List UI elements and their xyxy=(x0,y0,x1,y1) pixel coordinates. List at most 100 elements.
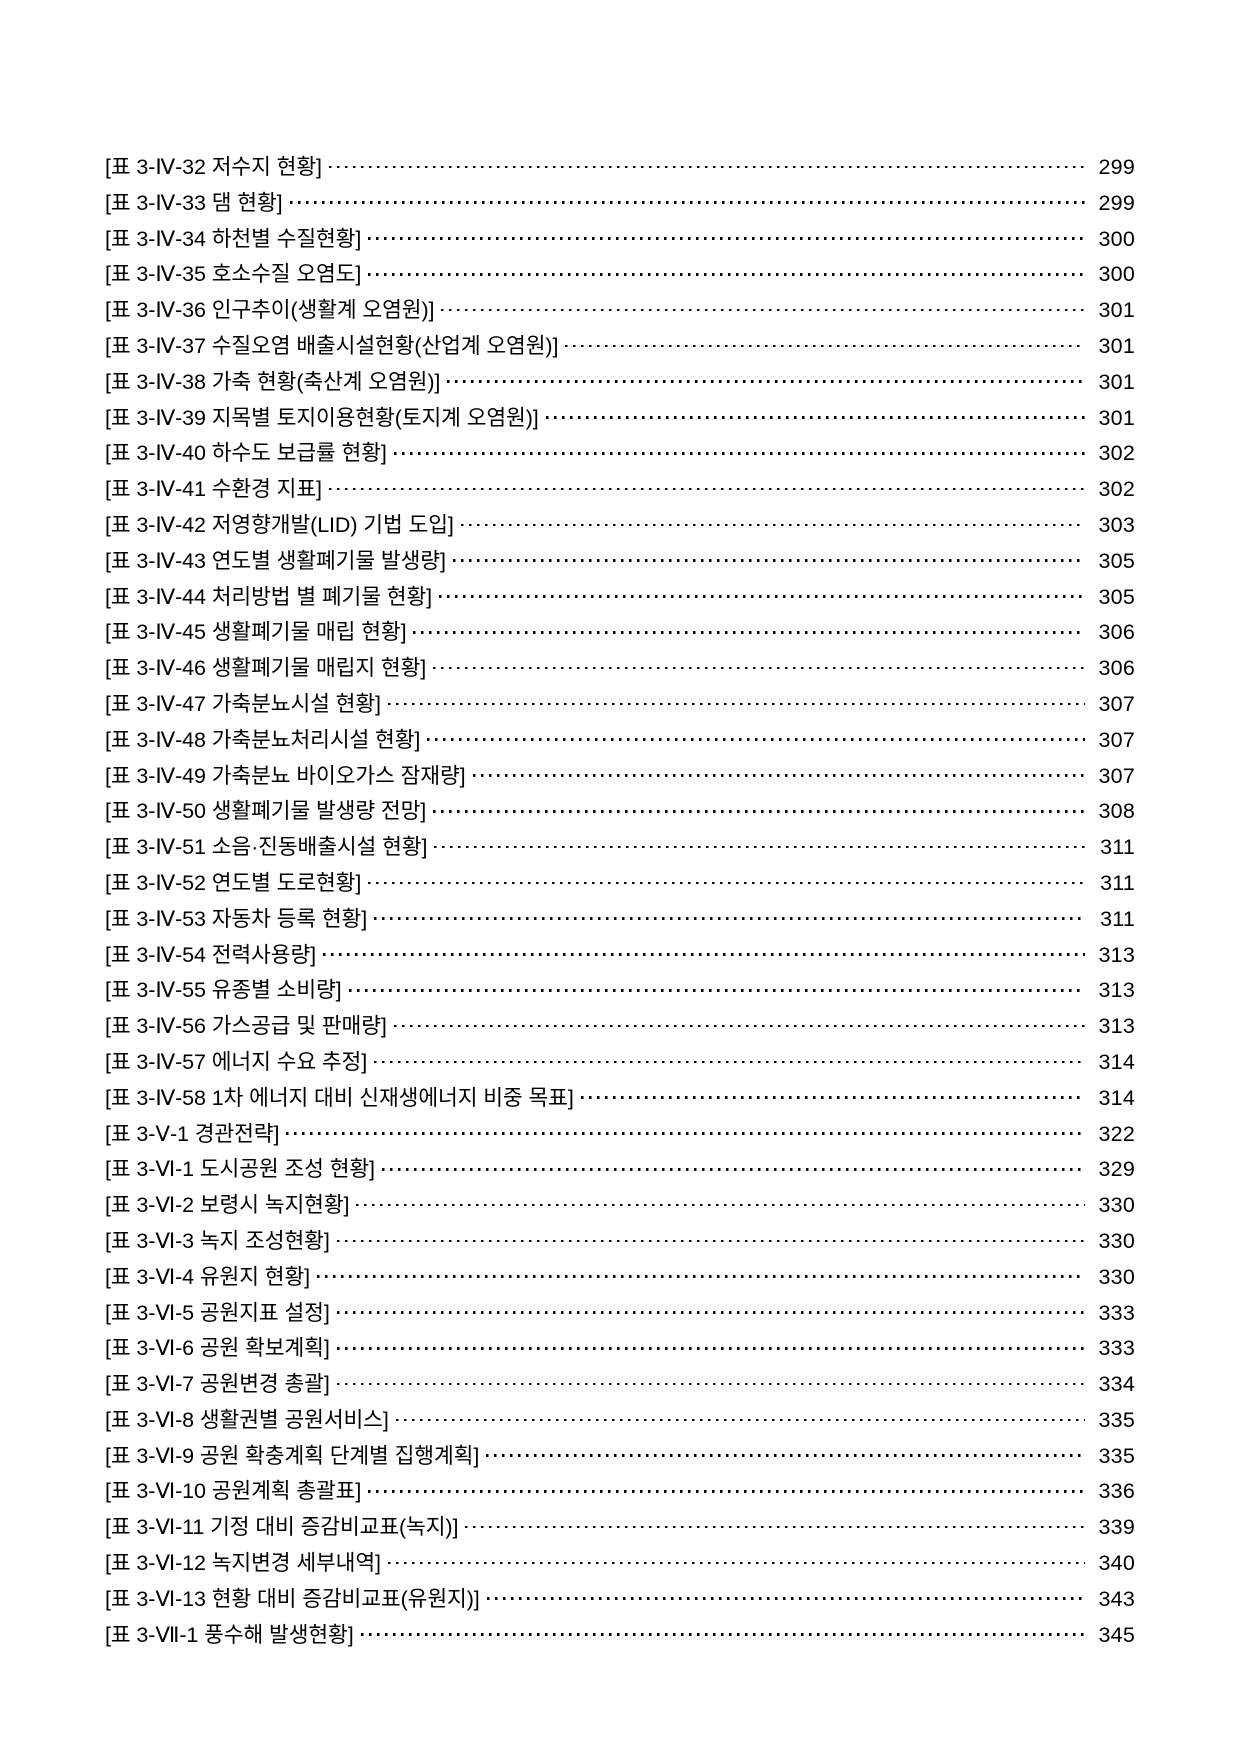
toc-entry[interactable]: [표 3-Ⅶ-1 풍수해 발생현황] 345 xyxy=(105,1618,1135,1654)
toc-entry[interactable]: [표 3-Ⅳ-36 인구추이(생활계 오염원)] 301 xyxy=(105,293,1135,329)
toc-entry[interactable]: [표 3-Ⅵ-5 공원지표 설정] 333 xyxy=(105,1296,1135,1332)
toc-entry[interactable]: [표 3-Ⅳ-41 수환경 지표] 302 xyxy=(105,472,1135,508)
toc-entry-page-number: 311 xyxy=(1100,906,1135,931)
toc-entry[interactable]: [표 3-Ⅳ-56 가스공급 및 판매량] 313 xyxy=(105,1009,1135,1045)
toc-entry[interactable]: [표 3-Ⅳ-40 하수도 보급률 현황] 302 xyxy=(105,436,1135,472)
toc-entry[interactable]: [표 3-Ⅵ-11 기정 대비 증감비교표(녹지)] 339 xyxy=(105,1510,1135,1546)
toc-entry-label: [표 3-Ⅳ-58 1차 에너지 대비 신재생에너지 비중 목표] xyxy=(105,1085,574,1110)
toc-entry[interactable]: [표 3-Ⅵ-2 보령시 녹지현황] 330 xyxy=(105,1188,1135,1224)
toc-entry[interactable]: [표 3-Ⅳ-46 생활폐기물 매립지 현황] 306 xyxy=(105,651,1135,687)
toc-entry[interactable]: [표 3-Ⅳ-35 호소수질 오염도] 300 xyxy=(105,257,1135,293)
dot-leader xyxy=(336,1298,1085,1320)
toc-entry-label: [표 3-Ⅳ-54 전력사용량] xyxy=(105,942,317,967)
toc-entry-label: [표 3-Ⅳ-56 가스공급 및 판매량] xyxy=(105,1014,387,1039)
toc-entry-label: [표 3-Ⅵ-9 공원 확충계획 단계별 집행계획] xyxy=(105,1443,480,1468)
dot-leader xyxy=(580,1083,1085,1105)
toc-entry-page-number: 306 xyxy=(1098,620,1135,645)
toc-entry[interactable]: [표 3-Ⅳ-48 가축분뇨처리시설 현황] 307 xyxy=(105,723,1135,759)
toc-entry-page-number: 308 xyxy=(1098,799,1135,824)
toc-entry[interactable]: [표 3-Ⅳ-34 하천별 수질현황] 300 xyxy=(105,222,1135,258)
toc-entry-page-number: 345 xyxy=(1098,1622,1135,1647)
toc-entry[interactable]: [표 3-Ⅴ-1 경관전략] 322 xyxy=(105,1117,1135,1153)
toc-entry[interactable]: [표 3-Ⅳ-47 가축분뇨시설 현황] 307 xyxy=(105,687,1135,723)
toc-entry[interactable]: [표 3-Ⅳ-38 가축 현황(축산계 오염원)] 301 xyxy=(105,365,1135,401)
dot-leader xyxy=(356,1191,1085,1213)
dot-leader xyxy=(381,1155,1085,1177)
dot-leader xyxy=(434,833,1085,855)
dot-leader xyxy=(286,1119,1085,1141)
toc-entry[interactable]: [표 3-Ⅳ-55 유종별 소비량] 313 xyxy=(105,973,1135,1009)
dot-leader xyxy=(545,403,1085,425)
toc-entry[interactable]: [표 3-Ⅳ-33 댐 현황] 299 xyxy=(105,186,1135,222)
toc-entry-label: [표 3-Ⅳ-35 호소수질 오염도] xyxy=(105,262,362,287)
toc-entry-page-number: 314 xyxy=(1098,1085,1135,1110)
toc-entry[interactable]: [표 3-Ⅵ-4 유원지 현황] 330 xyxy=(105,1260,1135,1296)
dot-leader xyxy=(317,1262,1085,1284)
toc-entry-label: [표 3-Ⅳ-44 처리방법 별 폐기물 현황] xyxy=(105,584,433,609)
toc-entry[interactable]: [표 3-Ⅵ-8 생활권별 공원서비스] 335 xyxy=(105,1403,1135,1439)
toc-entry[interactable]: [표 3-Ⅳ-39 지목별 토지이용현황(토지계 오염원)] 301 xyxy=(105,401,1135,437)
toc-entry[interactable]: [표 3-Ⅳ-43 연도별 생활폐기물 발생량] 305 xyxy=(105,544,1135,580)
toc-entry[interactable]: [표 3-Ⅳ-54 전력사용량] 313 xyxy=(105,938,1135,974)
toc-entry-label: [표 3-Ⅵ-11 기정 대비 증감비교표(녹지)] xyxy=(105,1515,459,1540)
toc-entry-page-number: 302 xyxy=(1098,477,1135,502)
toc-entry-label: [표 3-Ⅳ-33 댐 현황] xyxy=(105,190,283,215)
toc-entry-page-number: 335 xyxy=(1098,1443,1135,1468)
dot-leader xyxy=(368,260,1085,282)
toc-entry[interactable]: [표 3-Ⅵ-6 공원 확보계획] 333 xyxy=(105,1331,1135,1367)
toc-entry[interactable]: [표 3-Ⅳ-53 자동차 등록 현황] 311 xyxy=(105,902,1135,938)
toc-entry-page-number: 301 xyxy=(1098,298,1135,323)
toc-entry[interactable]: [표 3-Ⅳ-51 소음·진동배출시설 현황] 311 xyxy=(105,830,1135,866)
toc-entry[interactable]: [표 3-Ⅳ-57 에너지 수요 추정] 314 xyxy=(105,1045,1135,1081)
dot-leader xyxy=(336,1370,1085,1392)
toc-entry[interactable]: [표 3-Ⅵ-12 녹지변경 세부내역] 340 xyxy=(105,1546,1135,1582)
toc-entry-page-number: 305 xyxy=(1098,584,1135,609)
dot-leader xyxy=(387,1549,1085,1571)
toc-entry[interactable]: [표 3-Ⅵ-10 공원계획 총괄표] 336 xyxy=(105,1474,1135,1510)
toc-entry-label: [표 3-Ⅳ-48 가축분뇨처리시설 현황] xyxy=(105,727,421,752)
toc-entry[interactable]: [표 3-Ⅳ-45 생활폐기물 매립 현황] 306 xyxy=(105,615,1135,651)
dot-leader xyxy=(486,1584,1085,1606)
toc-entry-label: [표 3-Ⅳ-42 저영향개발(LID) 기법 도입] xyxy=(105,512,454,537)
toc-entry[interactable]: [표 3-Ⅳ-32 저수지 현황] 299 xyxy=(105,150,1135,186)
toc-entry[interactable]: [표 3-Ⅳ-58 1차 에너지 대비 신재생에너지 비중 목표] 314 xyxy=(105,1081,1135,1117)
toc-entry[interactable]: [표 3-Ⅵ-13 현황 대비 증감비교표(유원지)] 343 xyxy=(105,1582,1135,1618)
dot-leader xyxy=(460,510,1085,532)
toc-entry-page-number: 306 xyxy=(1098,656,1135,681)
toc-entry-page-number: 305 xyxy=(1098,548,1135,573)
toc-entry[interactable]: [표 3-Ⅵ-7 공원변경 총괄] 334 xyxy=(105,1367,1135,1403)
toc-entry-label: [표 3-Ⅳ-47 가축분뇨시설 현황] xyxy=(105,691,381,716)
toc-entry-label: [표 3-Ⅳ-41 수환경 지표] xyxy=(105,477,322,502)
toc-entry-label: [표 3-Ⅵ-3 녹지 조성현황] xyxy=(105,1228,330,1253)
dot-leader xyxy=(413,618,1085,640)
toc-entry[interactable]: [표 3-Ⅳ-44 처리방법 별 폐기물 현황] 305 xyxy=(105,580,1135,616)
dot-leader xyxy=(368,1477,1085,1499)
toc-entry-page-number: 300 xyxy=(1098,226,1135,251)
toc-entry-label: [표 3-Ⅳ-45 생활폐기물 매립 현황] xyxy=(105,620,407,645)
toc-entry[interactable]: [표 3-Ⅳ-52 연도별 도로현황] 311 xyxy=(105,866,1135,902)
dot-leader xyxy=(393,1012,1085,1034)
toc-entry[interactable]: [표 3-Ⅳ-50 생활폐기물 발생량 전망] 308 xyxy=(105,794,1135,830)
toc-entry[interactable]: [표 3-Ⅵ-9 공원 확충계획 단계별 집행계획] 335 xyxy=(105,1439,1135,1475)
toc-entry-page-number: 311 xyxy=(1100,835,1135,860)
toc-entry[interactable]: [표 3-Ⅵ-1 도시공원 조성 현황] 329 xyxy=(105,1152,1135,1188)
toc-entry-label: [표 3-Ⅵ-4 유원지 현황] xyxy=(105,1264,311,1289)
dot-leader xyxy=(447,367,1085,389)
dot-leader xyxy=(328,475,1085,497)
toc-entry[interactable]: [표 3-Ⅳ-42 저영향개발(LID) 기법 도입] 303 xyxy=(105,508,1135,544)
toc-entry-label: [표 3-Ⅳ-34 하천별 수질현황] xyxy=(105,226,362,251)
toc-entry-label: [표 3-Ⅳ-46 생활폐기물 매립지 현황] xyxy=(105,656,427,681)
dot-leader xyxy=(393,439,1085,461)
dot-leader xyxy=(441,296,1085,318)
toc-entry[interactable]: [표 3-Ⅳ-37 수질오염 배출시설현황(산업계 오염원)] 301 xyxy=(105,329,1135,365)
toc-entry-page-number: 339 xyxy=(1098,1515,1135,1540)
toc-entry-label: [표 3-Ⅳ-40 하수도 보급률 현황] xyxy=(105,441,387,466)
toc-entry[interactable]: [표 3-Ⅳ-49 가축분뇨 바이오가스 잠재량] 307 xyxy=(105,759,1135,795)
toc-entry-page-number: 335 xyxy=(1098,1407,1135,1432)
toc-entry-label: [표 3-Ⅳ-49 가축분뇨 바이오가스 잠재량] xyxy=(105,763,466,788)
toc-entry-page-number: 307 xyxy=(1098,727,1135,752)
toc-entry[interactable]: [표 3-Ⅵ-3 녹지 조성현황] 330 xyxy=(105,1224,1135,1260)
toc-entry-page-number: 333 xyxy=(1098,1336,1135,1361)
toc-entry-label: [표 3-Ⅵ-8 생활권별 공원서비스] xyxy=(105,1407,389,1432)
dot-leader xyxy=(368,868,1085,890)
